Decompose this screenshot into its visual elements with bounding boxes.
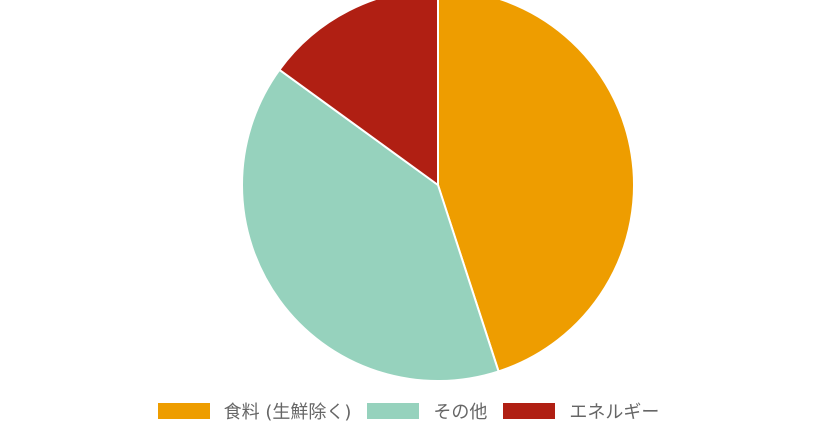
legend-item-food[interactable]: 食料 (生鮮除く) [157, 398, 352, 424]
legend-label-other: その他 [433, 402, 488, 423]
legend-swatch-food [157, 403, 210, 419]
legend-swatch-other [367, 403, 420, 419]
slice-energy[interactable] [278, 0, 439, 187]
legend-item-other[interactable]: その他 [367, 398, 487, 424]
slice-other[interactable] [241, 68, 500, 382]
legend-label-food: 食料 (生鮮除く) [223, 402, 352, 423]
legend-item-energy[interactable]: エネルギー [503, 398, 659, 424]
legend-label-energy: エネルギー [569, 402, 660, 423]
legend-swatch-energy [503, 403, 556, 419]
legend: 食料 (生鮮除く) その他 エネルギー [0, 398, 817, 424]
slice-food[interactable] [437, 0, 635, 373]
